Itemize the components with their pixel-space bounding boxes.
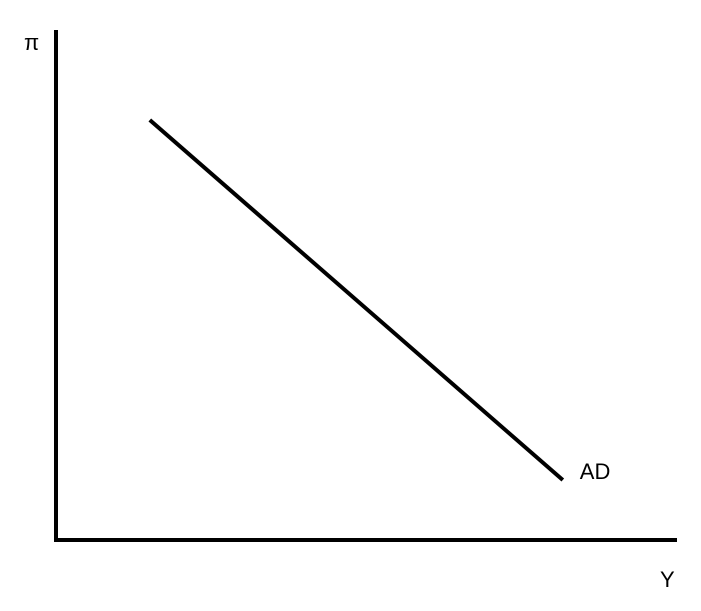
series-layer: AD bbox=[148, 118, 611, 484]
x-axis-label: Y bbox=[660, 567, 675, 592]
series-line-ad bbox=[148, 118, 565, 482]
y-axis-label: π bbox=[24, 30, 39, 55]
series-label-ad: AD bbox=[580, 459, 611, 484]
